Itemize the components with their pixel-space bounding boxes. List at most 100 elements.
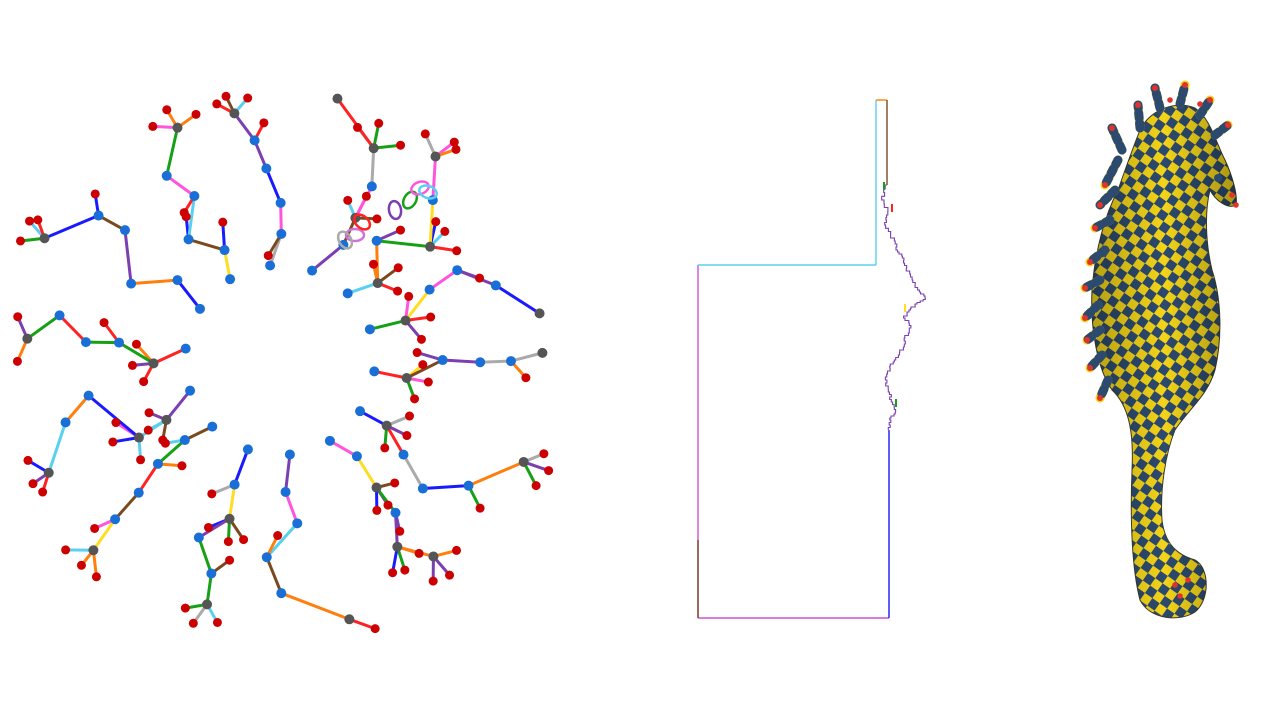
- graph-edge: [187, 237, 227, 252]
- hub-node: [430, 151, 441, 162]
- hub-node: [371, 482, 382, 493]
- inner-node: [292, 518, 303, 529]
- inner-node: [183, 234, 194, 245]
- inner-node: [249, 135, 260, 146]
- graph-edge: [404, 288, 432, 323]
- inner-node: [185, 385, 196, 396]
- graph-edge: [58, 313, 88, 344]
- hub-node: [88, 545, 99, 556]
- leaf-node: [144, 408, 154, 418]
- inner-node: [206, 568, 217, 579]
- leaf-node: [33, 215, 43, 225]
- leaf-node: [243, 93, 253, 103]
- hub-node: [425, 241, 436, 252]
- leaf-node: [393, 263, 403, 273]
- leaf-node: [423, 377, 433, 387]
- leaf-node: [179, 208, 189, 218]
- seam-point: [1102, 182, 1108, 188]
- seam-point: [1084, 337, 1090, 343]
- leaf-node: [148, 121, 158, 131]
- leaf-node: [38, 487, 48, 497]
- graph-edge: [265, 521, 299, 559]
- inner-node: [194, 303, 205, 314]
- leaf-node: [212, 99, 222, 109]
- seam-point: [1135, 102, 1141, 108]
- graph-edge: [353, 184, 374, 220]
- graph-edge: [137, 418, 168, 440]
- profile-marker: [895, 399, 897, 407]
- inner-node: [324, 435, 335, 446]
- inner-node: [152, 458, 163, 469]
- seam-point: [1172, 582, 1178, 588]
- leaf-node: [396, 225, 406, 235]
- leaf-node: [353, 122, 363, 132]
- graph-edge: [509, 351, 544, 363]
- hub-node: [518, 456, 529, 467]
- leaf-node: [343, 195, 353, 205]
- leaf-node: [218, 217, 228, 227]
- hub-node: [372, 278, 383, 289]
- graph-edge: [402, 453, 425, 491]
- inner-node: [161, 170, 172, 181]
- seahorse-spine-texture: [1100, 155, 1123, 190]
- seahorse-shading: [1091, 105, 1237, 618]
- leaf-node: [207, 489, 217, 499]
- leaf-node: [521, 373, 531, 383]
- graph-nodes: [12, 91, 554, 634]
- graph-edge: [405, 358, 445, 380]
- seam-point: [1082, 285, 1088, 291]
- hub-node: [344, 614, 355, 625]
- seam-point: [1092, 225, 1098, 231]
- seam-point: [1167, 97, 1173, 103]
- leaf-node: [383, 500, 393, 510]
- graph-edge: [123, 228, 133, 286]
- inner-node: [369, 366, 380, 377]
- leaf-node: [111, 418, 121, 428]
- graph-edge: [385, 424, 406, 457]
- leaf-node: [370, 624, 380, 634]
- inner-node: [110, 514, 121, 525]
- inner-node: [280, 486, 291, 497]
- graph-self-loops: [336, 180, 438, 250]
- inner-node: [452, 265, 463, 276]
- self-loop: [344, 227, 366, 243]
- seam-point: [1233, 202, 1239, 208]
- hub-node: [401, 373, 412, 384]
- leaf-node: [127, 360, 137, 370]
- seam-point: [1177, 593, 1183, 599]
- leaf-node: [372, 214, 382, 224]
- leaf-node: [400, 565, 410, 575]
- graph-edge: [91, 517, 117, 552]
- graph-edge: [47, 420, 68, 475]
- leaf-node: [273, 531, 283, 541]
- graph-edge: [370, 146, 376, 188]
- inner-node: [60, 417, 71, 428]
- leaf-node: [158, 435, 168, 445]
- seam-point: [1097, 202, 1103, 208]
- graph-edge: [279, 201, 283, 236]
- hub-node: [202, 599, 213, 610]
- leaf-node: [374, 118, 384, 128]
- leaf-node: [428, 576, 438, 586]
- leaf-node: [12, 356, 22, 366]
- graph-edge: [375, 239, 432, 249]
- self-loop: [336, 230, 354, 250]
- inner-node: [179, 435, 190, 446]
- hub-node: [400, 315, 411, 326]
- graph-edge: [64, 394, 91, 424]
- graph-edge: [284, 452, 292, 494]
- graph-edge: [156, 438, 187, 466]
- seam-point: [1109, 125, 1115, 131]
- leaf-node: [414, 548, 424, 558]
- seahorse-spine-texture: [1095, 185, 1120, 210]
- leaf-node: [410, 394, 420, 404]
- inner-node: [366, 181, 377, 192]
- profile-marker: [904, 304, 906, 312]
- seahorse-spine-texture: [1175, 80, 1190, 109]
- inner-node: [261, 163, 272, 174]
- graph-edge: [87, 394, 141, 440]
- hub-node: [161, 414, 172, 425]
- graph-edge: [165, 126, 180, 178]
- graph-edge: [346, 281, 380, 295]
